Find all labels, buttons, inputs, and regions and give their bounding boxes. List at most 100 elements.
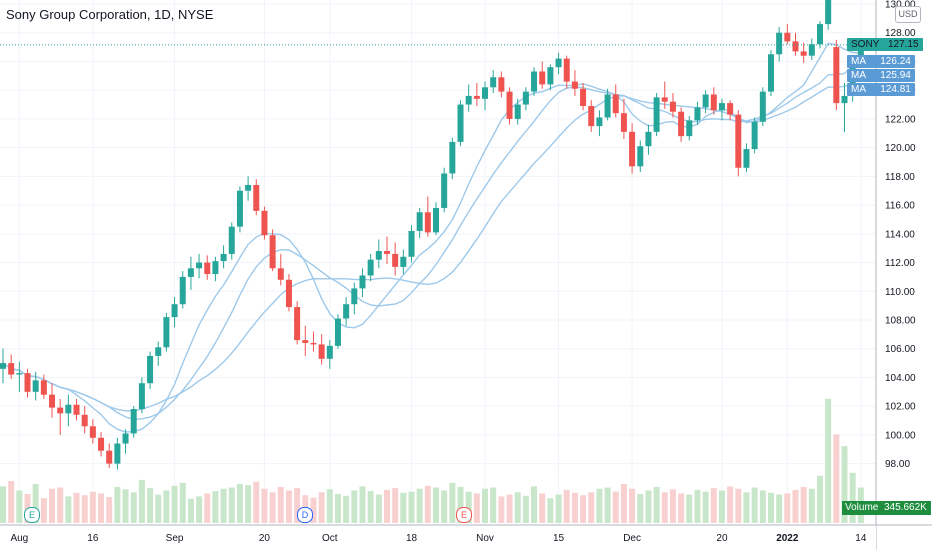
volume-bar <box>204 493 211 523</box>
candle-body <box>269 235 276 269</box>
candle-body <box>416 212 423 231</box>
volume-bar <box>236 484 243 523</box>
volume-bar <box>506 494 513 523</box>
volume-bar <box>310 497 317 523</box>
time-tick-label: Nov <box>476 533 494 544</box>
time-tick-label: Dec <box>623 533 641 544</box>
price-tick-label: 110.00 <box>885 287 915 298</box>
volume-bar <box>343 495 350 523</box>
candle-body <box>367 259 374 276</box>
candle-body <box>792 41 799 52</box>
volume-bar <box>555 494 562 523</box>
volume-value: 345.662K <box>880 501 931 515</box>
time-tick-label: Sep <box>166 533 184 544</box>
candle-body <box>122 433 129 444</box>
ma-label: MA <box>851 56 866 67</box>
candle-body <box>277 268 284 280</box>
candle-body <box>408 230 415 257</box>
last-price-badge: SONY 127.15 <box>847 37 923 51</box>
volume-bar <box>253 481 260 523</box>
chart-grid <box>0 0 876 525</box>
volume-bar <box>514 492 521 523</box>
candle-body <box>24 373 31 392</box>
candle-body <box>147 355 154 384</box>
volume-bar <box>473 493 480 523</box>
volume-bar <box>122 489 129 523</box>
volume-bar <box>588 492 595 523</box>
dividend-event-icon[interactable]: D <box>297 507 313 523</box>
volume-bar <box>196 496 203 523</box>
volume-bar <box>571 492 578 523</box>
candle-body <box>776 32 783 55</box>
moving-average-line <box>2 57 862 421</box>
moving-average-lines <box>2 42 862 433</box>
price-tick-label: 118.00 <box>885 172 915 183</box>
time-tick-label: 20 <box>259 533 271 544</box>
earnings-event-icon[interactable]: E <box>456 507 472 523</box>
volume-bar <box>653 486 660 523</box>
candle-body <box>539 71 546 85</box>
candle-body <box>318 344 325 359</box>
currency-button[interactable]: USD <box>895 6 921 23</box>
volume-bar <box>383 489 390 523</box>
candle-body <box>375 251 382 260</box>
ma-value: 124.81 <box>880 84 911 95</box>
candle-body <box>506 91 513 119</box>
ma-label: MA <box>851 70 866 81</box>
volume-bar <box>596 488 603 523</box>
candle-body <box>825 0 832 25</box>
candle-body <box>678 111 685 137</box>
volume-bar <box>334 494 341 523</box>
price-tick-label: 116.00 <box>885 201 915 212</box>
candle-body <box>49 394 56 408</box>
volume-bar <box>392 488 399 523</box>
time-tick-label: 2022 <box>776 533 799 544</box>
volume-bar <box>32 484 39 523</box>
volume-bar <box>735 488 742 523</box>
volume-bar <box>441 490 448 523</box>
candle-body <box>759 91 766 122</box>
volume-bar <box>49 488 56 523</box>
time-tick-label: 14 <box>855 533 867 544</box>
candle-body <box>588 105 595 127</box>
candle-body <box>81 414 88 427</box>
volume-bar <box>130 492 137 523</box>
volume-bar <box>220 488 227 523</box>
chart-title: Sony Group Corporation, 1D, NYSE <box>6 7 214 22</box>
volume-bar <box>294 488 301 523</box>
candle-body <box>334 318 341 346</box>
earnings-event-icon[interactable]: E <box>24 507 40 523</box>
price-tick-label: 104.00 <box>885 373 916 384</box>
candle-body <box>392 253 399 267</box>
volume-bar <box>155 494 162 523</box>
candle-body <box>833 47 840 104</box>
price-tick-label: 112.00 <box>885 258 915 269</box>
volume-bar <box>269 492 276 523</box>
price-tick-label: 108.00 <box>885 316 916 327</box>
candle-body <box>73 404 80 415</box>
candle-body <box>351 288 358 305</box>
volume-bar <box>400 492 407 523</box>
volume-bar <box>318 492 325 523</box>
volume-bar <box>285 490 292 523</box>
volume-bar <box>163 490 170 523</box>
price-tick-label: 130.00 <box>885 0 916 11</box>
candle-body <box>163 317 170 348</box>
volume-bar <box>686 494 693 523</box>
volume-bar <box>179 482 186 523</box>
time-axis[interactable]: Aug 16 Sep 20 Oct 18 Nov 15 Dec 20 2022 14 <box>0 524 932 550</box>
volume-bar <box>539 493 546 523</box>
volume-bar <box>800 486 807 523</box>
ma-value: 126.24 <box>880 56 911 67</box>
candle-body <box>743 149 750 168</box>
candle-body <box>114 443 121 464</box>
candle-body <box>130 409 137 434</box>
volume-bar <box>694 489 701 523</box>
price-tick-label: 122.00 <box>885 114 916 125</box>
volume-bar <box>841 446 848 523</box>
time-axis-bg <box>0 525 876 550</box>
volume-bar <box>98 493 105 523</box>
candle-body <box>620 113 627 132</box>
candle-body <box>596 117 603 127</box>
